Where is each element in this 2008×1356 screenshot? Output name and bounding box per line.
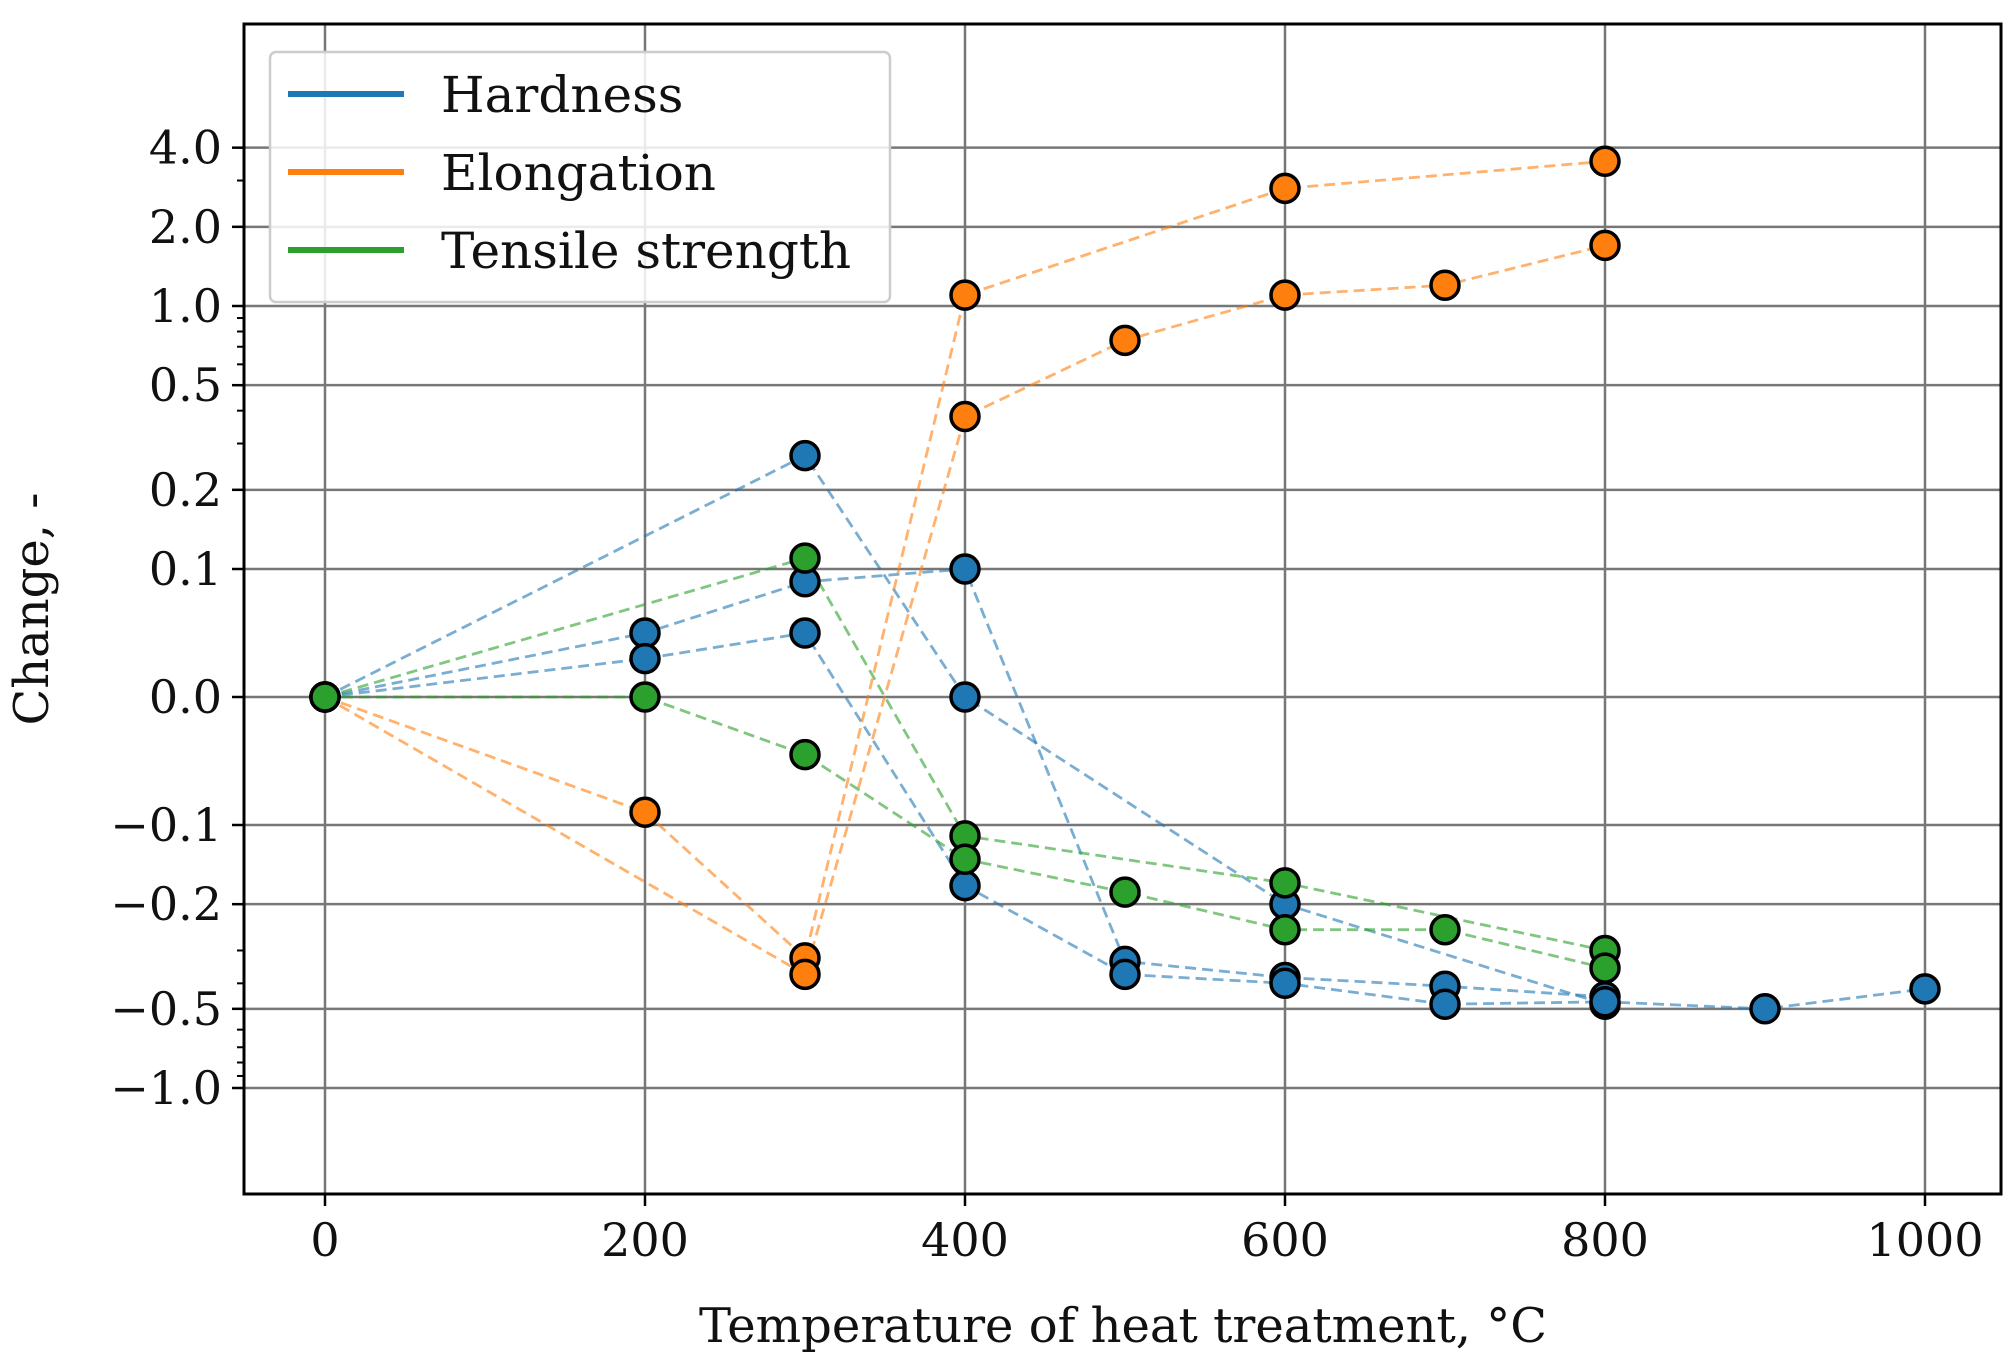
hardness-point [1429, 988, 1461, 1020]
elongation-point [1109, 324, 1141, 357]
hardness-point [1749, 993, 1781, 1025]
x-tick-label: 0 [310, 1213, 339, 1267]
elongation-point [789, 958, 821, 991]
tensile-strength-point [789, 542, 821, 574]
x-tick-label: 400 [921, 1213, 1009, 1267]
elongation-point [629, 796, 661, 828]
hardness-point [949, 869, 981, 902]
hardness-point [1109, 958, 1141, 991]
tensile-strength-point [789, 738, 821, 771]
grid-lines [244, 24, 2001, 1194]
y-tick-label: 2.0 [149, 200, 222, 254]
hardness-point [1269, 967, 1301, 1000]
y-tick-label: 1.0 [149, 279, 222, 333]
y-axis-title: Change, - [4, 492, 60, 725]
elongation-point [1269, 279, 1301, 311]
hardness-point [789, 439, 821, 472]
elongation-point [1589, 145, 1621, 178]
tensile-strength-point [1269, 867, 1301, 899]
elongation-point [949, 279, 981, 311]
tensile-strength-point [1109, 876, 1141, 908]
hardness-point [789, 617, 821, 649]
elongation-point [949, 400, 981, 433]
y-tick-label: 0.5 [149, 358, 222, 412]
y-axis-ticks: 4.0 2.0 1.0 0.5 0.2 0.1 0.0 −0.1 −0.2 −0.5 −1.0 [110, 121, 244, 1115]
tensile-strength-point [1589, 952, 1621, 984]
plot-frame [242, 22, 2003, 1196]
legend-label: Elongation [441, 144, 716, 202]
y-tick-label: −1.0 [110, 1061, 222, 1115]
y-tick-label: −0.2 [110, 877, 222, 931]
elongation-point [1589, 229, 1621, 262]
hardness-point [1909, 973, 1941, 1005]
hardness-point [949, 553, 981, 585]
hardness-point [629, 617, 661, 649]
x-tick-label: 600 [1241, 1213, 1329, 1267]
legend-label: Hardness [441, 66, 683, 124]
elongation-point [1429, 269, 1461, 301]
tensile-strength-point [949, 843, 981, 876]
y-tick-label: −0.5 [110, 982, 222, 1036]
hardness-point [949, 681, 981, 713]
hardness-point [629, 642, 661, 675]
y-tick-label: 0.1 [149, 542, 222, 596]
x-axis-ticks: 0 200 400 600 800 1000 [310, 1194, 1984, 1267]
elongation-point [1269, 172, 1301, 205]
tensile-strength-point [1269, 913, 1301, 946]
tensile-strength-line [325, 695, 1606, 970]
y-tick-label: 0.2 [149, 463, 222, 517]
hardness-line [324, 631, 1926, 1011]
legend-label: Tensile strength [441, 222, 851, 280]
data-points [309, 145, 1941, 1025]
legend: Hardness Elongation Tensile strength [268, 50, 892, 304]
y-tick-label: 4.0 [149, 121, 222, 175]
x-tick-label: 800 [1561, 1213, 1649, 1267]
x-tick-label: 1000 [1866, 1213, 1983, 1267]
tensile-strength-point [629, 681, 661, 713]
y-tick-label: −0.1 [110, 798, 222, 852]
x-tick-label: 200 [601, 1213, 689, 1267]
tensile-strength-point [309, 681, 341, 713]
x-axis-title: Temperature of heat treatment, °C [699, 1298, 1547, 1354]
legend-box [268, 50, 892, 304]
tensile-strength-point [1429, 913, 1461, 946]
y-tick-label: 0.0 [149, 670, 222, 724]
hardness-point [1589, 986, 1621, 1018]
